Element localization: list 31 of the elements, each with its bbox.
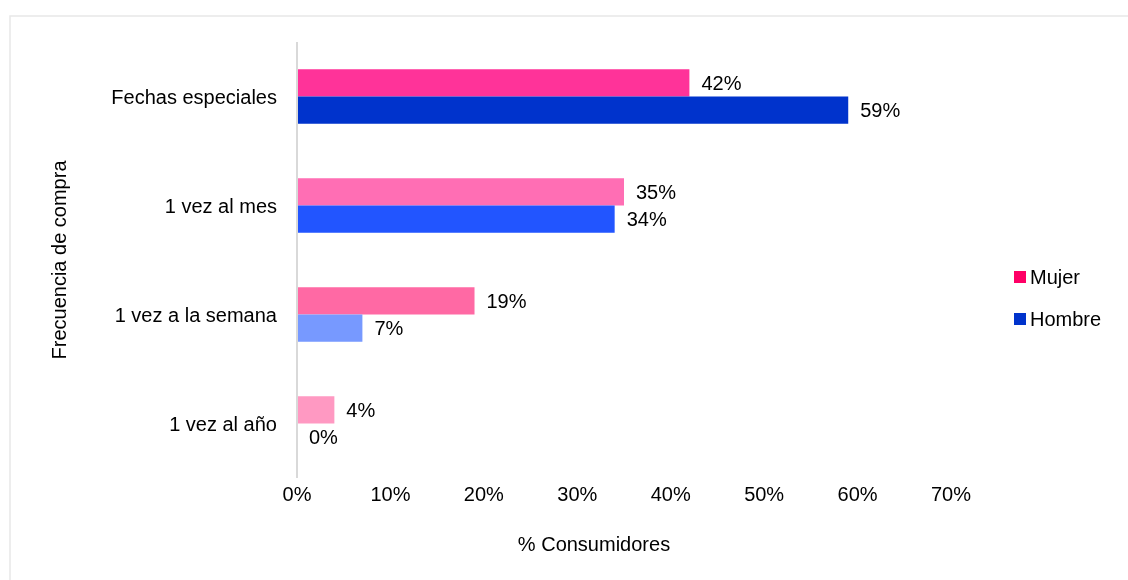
- bar: [297, 205, 615, 233]
- x-axis-title: % Consumidores: [517, 533, 671, 555]
- data-label: 59%: [860, 99, 901, 122]
- text: Mujer: [1030, 266, 1081, 288]
- data-label: 0%: [309, 426, 339, 449]
- data-label: 42%: [701, 71, 742, 94]
- x-tick-label: 40%: [650, 483, 691, 505]
- x-tick-label: 60%: [837, 483, 878, 505]
- y-tick-label: 1 vez a la semana: [114, 303, 278, 326]
- x-tick-label: 10%: [370, 483, 411, 505]
- bar: [297, 96, 849, 124]
- bar: [297, 396, 335, 424]
- x-tick-label: 70%: [930, 483, 972, 505]
- x-tick-label: 20%: [463, 483, 505, 505]
- x-tick-label: 30%: [557, 483, 598, 505]
- y-tick-label: 1 vez al mes: [164, 194, 277, 217]
- bar: [297, 178, 624, 206]
- legend-label: Hombre: [1030, 308, 1102, 330]
- y-axis-title: Frecuencia de compra: [48, 159, 70, 360]
- data-label: 7%: [374, 317, 404, 340]
- bar: [297, 287, 475, 315]
- y-tick-label: Fechas especiales: [111, 85, 277, 108]
- data-label: 34%: [626, 208, 667, 231]
- bar: [297, 314, 363, 342]
- bar: [297, 69, 690, 97]
- x-tick-label: 50%: [744, 483, 785, 505]
- data-label: 35%: [636, 180, 677, 203]
- y-tick-label: 1 vez al año: [169, 412, 277, 435]
- data-label: 19%: [486, 289, 527, 312]
- data-label: 4%: [346, 398, 376, 421]
- x-tick-label: 0%: [282, 483, 312, 505]
